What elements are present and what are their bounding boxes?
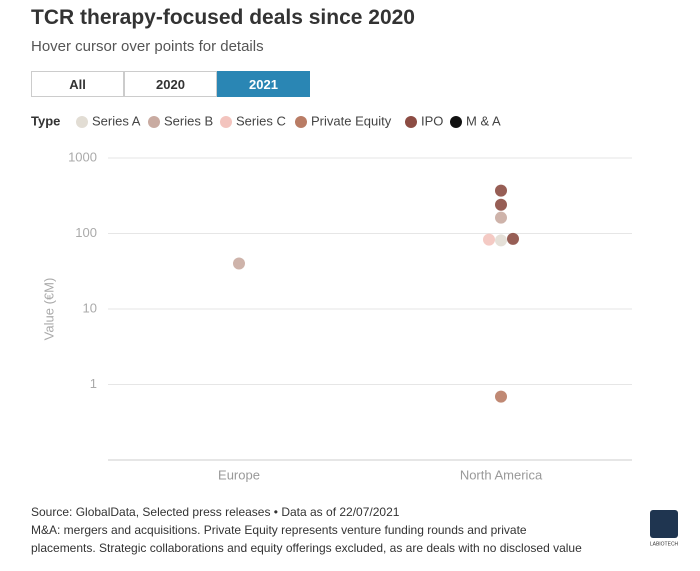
legend-marker (405, 116, 417, 128)
data-point (483, 233, 495, 246)
note: M&A: mergers and acquisitions. Private E… (31, 523, 527, 537)
legend-label: Private Equity (311, 113, 392, 128)
data-point (233, 257, 245, 270)
y-tick-label: 1 (90, 376, 97, 391)
filter-button[interactable]: 2020 (124, 71, 217, 97)
data-point (495, 234, 507, 247)
legend-marker (450, 116, 462, 128)
data-point (495, 184, 507, 197)
subtitle: Hover cursor over points for details (31, 38, 264, 55)
data-point (507, 232, 519, 245)
filter-button[interactable]: All (31, 71, 124, 97)
data-point (495, 211, 507, 224)
source: Source: GlobalData, Selected press relea… (31, 505, 400, 519)
y-tick-label: 10 (83, 300, 97, 315)
filter-button[interactable]: 2021 (217, 71, 310, 97)
logo-text: LABIOTECH (650, 541, 679, 547)
legend-marker (295, 116, 307, 128)
legend-label: M & A (466, 113, 501, 128)
y-tick-label: 100 (75, 225, 97, 240)
legend-title: Type (31, 113, 60, 128)
x-tick-label: Europe (218, 467, 260, 482)
legend-marker (220, 116, 232, 128)
legend-marker (148, 116, 160, 128)
legend-label: Series C (236, 113, 286, 128)
legend-label: Series A (92, 113, 141, 128)
x-tick-label: North America (460, 467, 543, 482)
legend-label: IPO (421, 113, 443, 128)
y-tick-label: 1000 (68, 149, 97, 164)
logo-icon (650, 510, 678, 538)
y-axis-label: Value (€M) (41, 278, 56, 341)
data-point (495, 390, 507, 403)
note: placements. Strategic collaborations and… (31, 541, 582, 555)
title: TCR therapy-focused deals since 2020 (31, 6, 415, 29)
legend-label: Series B (164, 113, 213, 128)
data-point (495, 198, 507, 211)
legend-marker (76, 116, 88, 128)
